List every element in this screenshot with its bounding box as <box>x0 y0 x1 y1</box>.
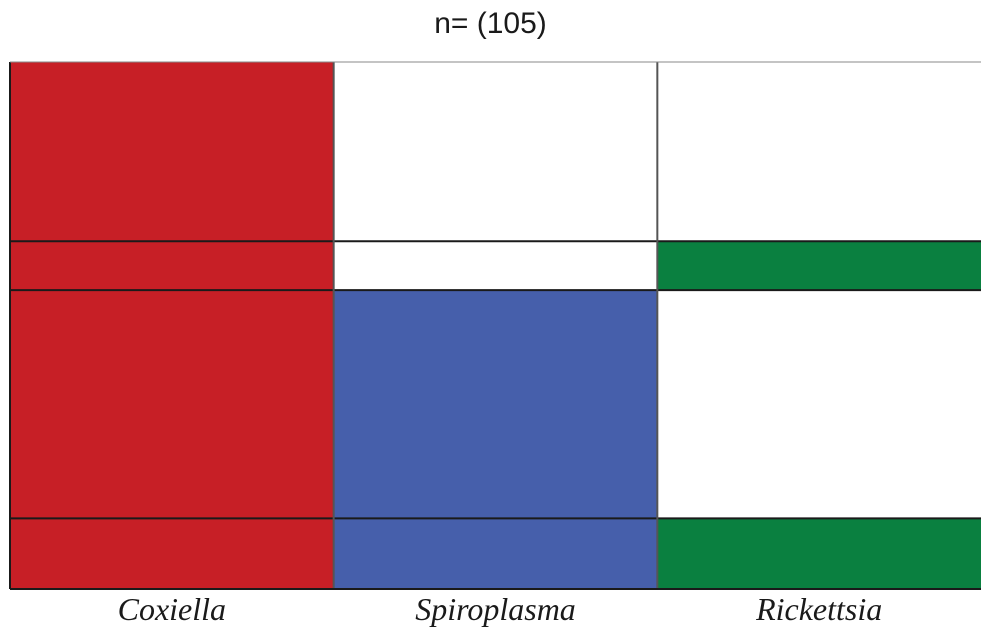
cell-coxiella-row-3 <box>10 290 334 519</box>
cell-rickettsia-row-2 <box>657 241 981 291</box>
cell-coxiella-row-4 <box>10 518 334 589</box>
column-label-rickettsia: Rickettsia <box>755 591 882 627</box>
cell-rickettsia-row-1 <box>657 62 981 242</box>
chart-title: n= (105) <box>434 7 547 40</box>
cell-spiroplasma-row-4 <box>333 518 658 589</box>
cell-rickettsia-row-3 <box>657 290 981 519</box>
cell-coxiella-row-1 <box>10 62 334 242</box>
cell-rickettsia-row-4 <box>657 518 981 589</box>
column-label-spiroplasma: Spiroplasma <box>415 591 576 627</box>
cell-spiroplasma-row-1 <box>333 62 658 242</box>
cell-coxiella-row-2 <box>10 241 334 291</box>
cell-spiroplasma-row-2 <box>333 241 658 291</box>
column-label-coxiella: Coxiella <box>118 591 226 627</box>
cell-spiroplasma-row-3 <box>333 290 658 519</box>
